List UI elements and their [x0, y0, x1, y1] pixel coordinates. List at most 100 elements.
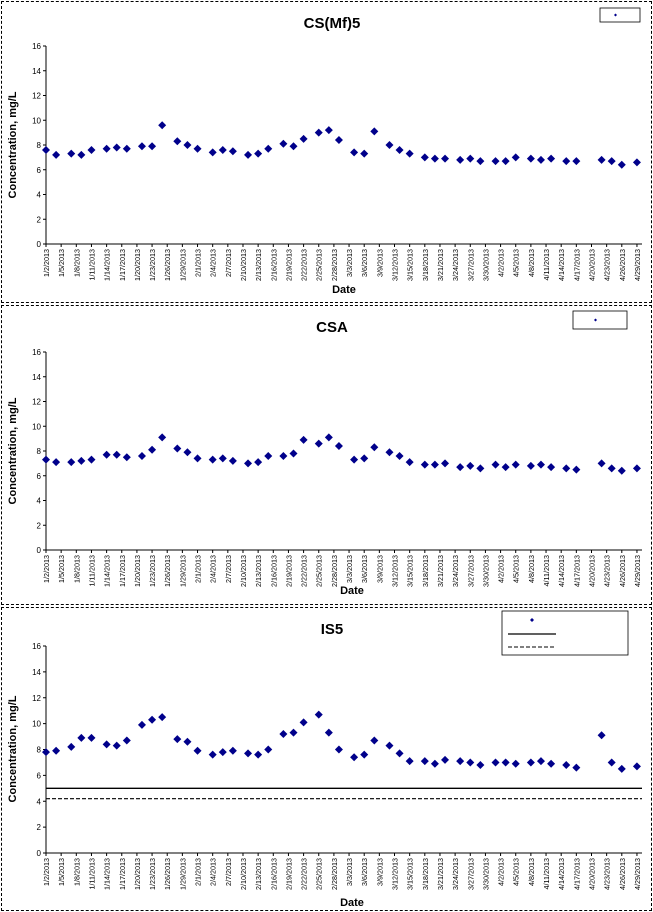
- data-point: [511, 153, 520, 162]
- x-tick-label: 4/14/2013: [557, 555, 566, 587]
- data-point: [279, 451, 288, 460]
- x-tick-label: 4/2/2013: [497, 249, 506, 277]
- data-point: [244, 749, 253, 758]
- data-point: [360, 149, 369, 158]
- y-tick-label: 10: [32, 422, 41, 431]
- data-point: [420, 757, 429, 766]
- data-point: [420, 460, 429, 469]
- x-tick-label: 4/2/2013: [497, 555, 506, 583]
- x-tick-label: 1/8/2013: [72, 555, 81, 583]
- x-tick-label: 1/14/2013: [103, 555, 112, 587]
- x-tick-label: 1/20/2013: [133, 249, 142, 281]
- x-tick-label: 1/11/2013: [87, 249, 96, 280]
- x-tick-label: 3/24/2013: [451, 249, 460, 281]
- x-tick-label: 2/16/2013: [269, 249, 278, 281]
- data-point: [324, 126, 333, 135]
- data-point: [572, 465, 581, 474]
- data-point: [183, 737, 192, 746]
- data-point: [193, 454, 202, 463]
- chart-svg: IS5 0 2 4 6 8 10 12 14 16 1/2/2013 1/5/2013 1/8/2013…: [7, 610, 642, 909]
- x-tick-label: 3/12/2013: [391, 249, 400, 281]
- x-tick-label: 3/6/2013: [360, 858, 369, 886]
- data-point: [360, 750, 369, 759]
- x-tick-label: 1/17/2013: [118, 858, 127, 890]
- y-tick-label: 4: [37, 191, 42, 200]
- data-point: [491, 758, 500, 767]
- data-point: [491, 157, 500, 166]
- x-tick-label: 2/25/2013: [315, 555, 324, 587]
- data-point: [67, 149, 76, 158]
- data-point: [536, 757, 545, 766]
- data-point: [158, 121, 167, 130]
- x-tick-label: 4/14/2013: [557, 249, 566, 281]
- data-point: [370, 736, 379, 745]
- x-axis-label: Date: [332, 284, 356, 296]
- data-point: [572, 157, 581, 166]
- x-tick-label: 4/8/2013: [527, 858, 536, 886]
- x-tick-label: 1/20/2013: [133, 555, 142, 587]
- legend-marker: [530, 618, 534, 622]
- x-tick-label: 4/23/2013: [603, 555, 612, 587]
- data-point: [617, 466, 626, 475]
- x-tick-label: 2/1/2013: [194, 858, 203, 886]
- data-point: [183, 448, 192, 457]
- data-point: [350, 753, 359, 762]
- data-point: [350, 455, 359, 464]
- data-point: [607, 157, 616, 166]
- data-point: [254, 458, 263, 467]
- data-point: [137, 451, 146, 460]
- data-point: [122, 144, 131, 153]
- data-point: [324, 728, 333, 737]
- x-tick-label: 4/29/2013: [633, 555, 642, 587]
- data-point: [420, 153, 429, 162]
- data-point: [607, 464, 616, 473]
- x-tick-label: 3/15/2013: [406, 249, 415, 281]
- data-point: [67, 742, 76, 751]
- x-tick-label: 1/23/2013: [148, 555, 157, 587]
- x-tick-label: 2/28/2013: [330, 858, 339, 890]
- data-point: [395, 451, 404, 460]
- chart-title: CS(Mf)5: [304, 15, 361, 32]
- y-tick-label: 6: [37, 472, 42, 481]
- data-point: [617, 764, 626, 773]
- x-tick-label: 1/2/2013: [42, 555, 51, 583]
- y-tick-label: 2: [37, 521, 42, 530]
- data-point: [77, 456, 86, 465]
- data-point: [597, 731, 606, 740]
- data-point: [173, 444, 182, 453]
- data-point: [430, 460, 439, 469]
- data-point: [491, 460, 500, 469]
- chart-svg: CSA 0 2 4 6 8 10 12 14 16 1/2/2013 1/5/2013 1/8/2013…: [7, 310, 642, 597]
- x-tick-label: 4/17/2013: [572, 249, 581, 281]
- x-tick-label: 2/13/2013: [254, 555, 263, 587]
- y-tick-label: 12: [32, 694, 41, 703]
- x-tick-label: 2/10/2013: [239, 249, 248, 281]
- data-point: [385, 141, 394, 149]
- data-point: [441, 755, 450, 764]
- data-point: [314, 128, 323, 137]
- data-point: [218, 454, 227, 463]
- y-tick-label: 8: [37, 447, 42, 456]
- y-tick-label: 16: [32, 348, 41, 357]
- data-point: [158, 433, 167, 442]
- data-point: [77, 733, 86, 742]
- x-tick-label: 3/12/2013: [391, 555, 400, 587]
- x-tick-label: 1/14/2013: [103, 249, 112, 281]
- legend-box: [572, 310, 628, 330]
- x-tick-label: 4/23/2013: [603, 858, 612, 890]
- data-point: [476, 464, 485, 473]
- data-point: [536, 460, 545, 469]
- data-point: [102, 450, 111, 459]
- data-point: [405, 757, 414, 766]
- data-point: [597, 459, 606, 468]
- data-point: [102, 740, 111, 749]
- x-tick-label: 3/9/2013: [375, 555, 384, 583]
- data-point: [547, 154, 556, 163]
- x-tick-label: 1/26/2013: [163, 858, 172, 890]
- x-tick-label: 3/6/2013: [360, 249, 369, 277]
- y-tick-label: 6: [37, 166, 42, 175]
- x-tick-label: 2/19/2013: [284, 555, 293, 587]
- data-point: [334, 136, 343, 145]
- data-point: [299, 134, 308, 143]
- legend: [501, 610, 629, 656]
